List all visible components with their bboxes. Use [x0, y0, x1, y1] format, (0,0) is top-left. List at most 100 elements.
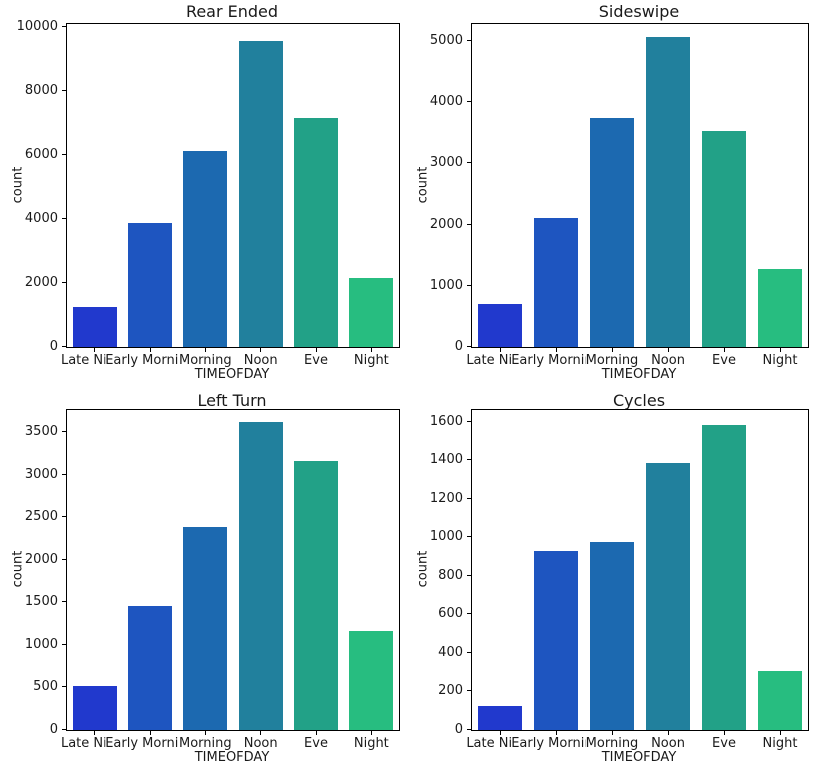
subplot-cycles: Cycles count 0 200 400 600 800 1000 1200 1400 1600…	[416, 389, 840, 778]
bar-noon	[238, 422, 283, 730]
x-tick-mark	[611, 348, 613, 352]
x-tick-label-night: Night	[353, 353, 389, 368]
chart-title: Cycles	[612, 391, 666, 410]
y-tick-mark	[467, 40, 471, 42]
bar-eve	[293, 117, 339, 347]
bar-early-morning	[127, 222, 173, 347]
x-tick-mark	[555, 348, 557, 352]
x-tick-label-early-morning: Early Morning	[105, 353, 195, 368]
y-tick-label: 1400	[429, 452, 463, 468]
y-tick-label: 400	[438, 644, 463, 660]
bar-night	[757, 268, 803, 347]
y-tick-label: 1000	[24, 636, 58, 652]
y-tick-mark	[62, 473, 66, 475]
x-tick-label-noon: Noon	[651, 353, 685, 368]
x-tick-label-early-morning: Early Morning	[105, 736, 195, 751]
x-axis-label: TIMEOFDAY	[194, 367, 270, 382]
y-tick-label: 2000	[24, 551, 58, 567]
plot-area: 0 2000 4000 6000 8000 10000 Late Night Early Mo…	[17, 19, 400, 368]
y-tick-label: 0	[49, 339, 58, 354]
y-tick-mark	[467, 651, 471, 653]
y-tick-mark	[467, 536, 471, 538]
plot-area: 0 500 1000 1500 2000 2500 3000 3500 Late Night Ea…	[25, 409, 400, 751]
y-tick-label: 2500	[24, 509, 58, 525]
chart-title: Sideswipe	[598, 2, 680, 21]
y-tick-mark	[62, 516, 66, 518]
y-tick-label: 1000	[429, 529, 463, 545]
y-tick-mark	[467, 162, 471, 164]
y-tick-mark	[467, 690, 471, 692]
x-tick-mark	[723, 348, 725, 352]
x-tick-mark	[94, 731, 96, 735]
y-tick-mark	[467, 574, 471, 576]
x-tick-mark	[499, 731, 501, 735]
y-tick-label: 200	[438, 683, 463, 699]
x-tick-mark	[779, 731, 781, 735]
x-tick-label-noon: Noon	[243, 736, 278, 751]
bar-morning	[183, 150, 228, 347]
subplot-left-turn: Left Turn count 0 500 1000 1500 2000 2500 3000 35…	[0, 389, 420, 778]
x-tick-label-noon: Noon	[243, 353, 278, 368]
x-tick-mark	[204, 731, 206, 735]
y-tick-mark	[62, 643, 66, 645]
y-tick-mark	[467, 420, 471, 422]
bar-night	[349, 630, 394, 730]
y-axis-label: count	[415, 166, 431, 203]
y-tick-mark	[62, 601, 66, 603]
y-tick-mark	[62, 153, 66, 155]
x-axis-label: TIMEOFDAY	[601, 750, 677, 765]
y-tick-mark	[62, 281, 66, 283]
bar-eve	[293, 461, 339, 730]
x-tick-label-night: Night	[762, 353, 798, 368]
y-tick-mark	[467, 223, 471, 225]
y-tick-label: 3500	[24, 424, 58, 440]
x-tick-mark	[260, 348, 262, 352]
x-tick-label-eve: Eve	[304, 736, 328, 751]
x-tick-mark	[723, 731, 725, 735]
y-tick-mark	[62, 558, 66, 560]
y-tick-label: 1200	[429, 490, 463, 506]
bar-noon	[645, 463, 691, 730]
x-tick-mark	[370, 731, 372, 735]
x-tick-label-noon: Noon	[651, 736, 685, 751]
y-tick-label: 1600	[429, 413, 463, 429]
y-tick-mark	[467, 729, 471, 730]
bar-early-morning	[533, 217, 579, 347]
bar-morning	[183, 526, 228, 730]
x-tick-mark	[315, 731, 317, 735]
bar-late-night	[72, 686, 117, 730]
x-tick-mark	[149, 348, 151, 352]
x-tick-mark	[667, 348, 669, 352]
y-tick-mark	[467, 284, 471, 286]
y-tick-mark	[467, 613, 471, 615]
y-tick-label: 0	[454, 339, 463, 354]
y-tick-mark	[62, 431, 66, 433]
y-tick-mark	[62, 729, 66, 730]
x-tick-label-early-morning: Early Morning	[511, 353, 601, 368]
chart-title: Rear Ended	[185, 2, 279, 21]
bar-eve	[701, 131, 747, 347]
y-tick-mark	[467, 101, 471, 103]
bar-eve	[701, 425, 747, 730]
bar-noon	[238, 40, 283, 347]
x-tick-mark	[94, 348, 96, 352]
plot-area: 0 1000 2000 3000 4000 5000 Late Night Early Mor…	[430, 23, 809, 368]
y-tick-label: 1500	[24, 594, 58, 610]
y-tick-mark	[62, 217, 66, 219]
x-axis-label: TIMEOFDAY	[601, 367, 677, 382]
y-tick-label: 2000	[429, 216, 463, 232]
y-tick-mark	[467, 346, 471, 347]
subplot-sideswipe: Sideswipe count 0 1000 2000 3000 4000 5000 Late …	[416, 0, 840, 389]
x-tick-mark	[555, 731, 557, 735]
y-tick-mark	[62, 686, 66, 688]
y-tick-mark	[467, 497, 471, 499]
y-tick-label: 500	[33, 679, 58, 695]
y-axis-label: count	[10, 166, 26, 203]
x-tick-mark	[779, 348, 781, 352]
plot-area: 0 200 400 600 800 1000 1200 1400 1600 Late Night E…	[430, 409, 809, 751]
x-tick-label-eve: Eve	[712, 736, 736, 751]
y-tick-label: 6000	[24, 146, 58, 162]
bar-early-morning	[127, 606, 173, 730]
chart-title: Left Turn	[197, 391, 267, 410]
